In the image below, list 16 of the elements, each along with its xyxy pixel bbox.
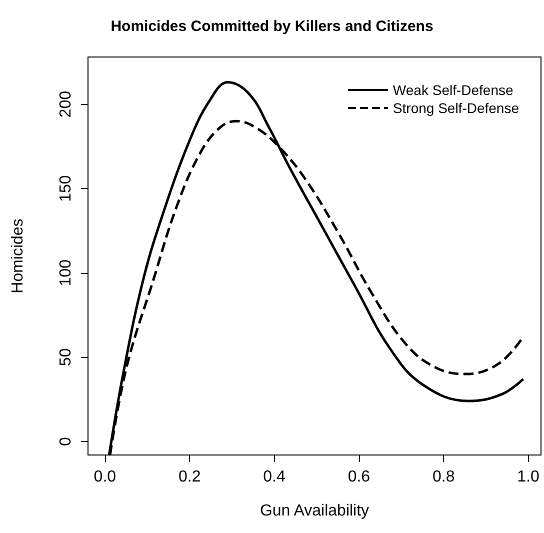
x-tick-label: 1.0 <box>517 468 540 486</box>
legend-label: Strong Self-Defense <box>392 100 520 116</box>
y-tick-label: 0 <box>58 436 74 446</box>
y-tick-label: 200 <box>58 90 74 118</box>
y-tick-label: 150 <box>58 175 74 202</box>
y-axis-title: Homicides <box>10 218 26 294</box>
y-tick-label: 100 <box>58 259 74 286</box>
y-tick-label: 50 <box>58 348 74 366</box>
x-tick-label: 0.0 <box>94 468 116 486</box>
x-tick-label: 0.4 <box>263 468 286 486</box>
x-axis-title: Gun Availability <box>260 502 370 520</box>
x-tick-label: 0.2 <box>178 468 201 486</box>
x-tick-label: 0.6 <box>348 468 370 486</box>
legend-label: Weak Self-Defense <box>392 82 514 98</box>
chart-title: Homicides Committed by Killers and Citizens <box>110 18 434 35</box>
x-tick-label: 0.8 <box>432 468 455 486</box>
